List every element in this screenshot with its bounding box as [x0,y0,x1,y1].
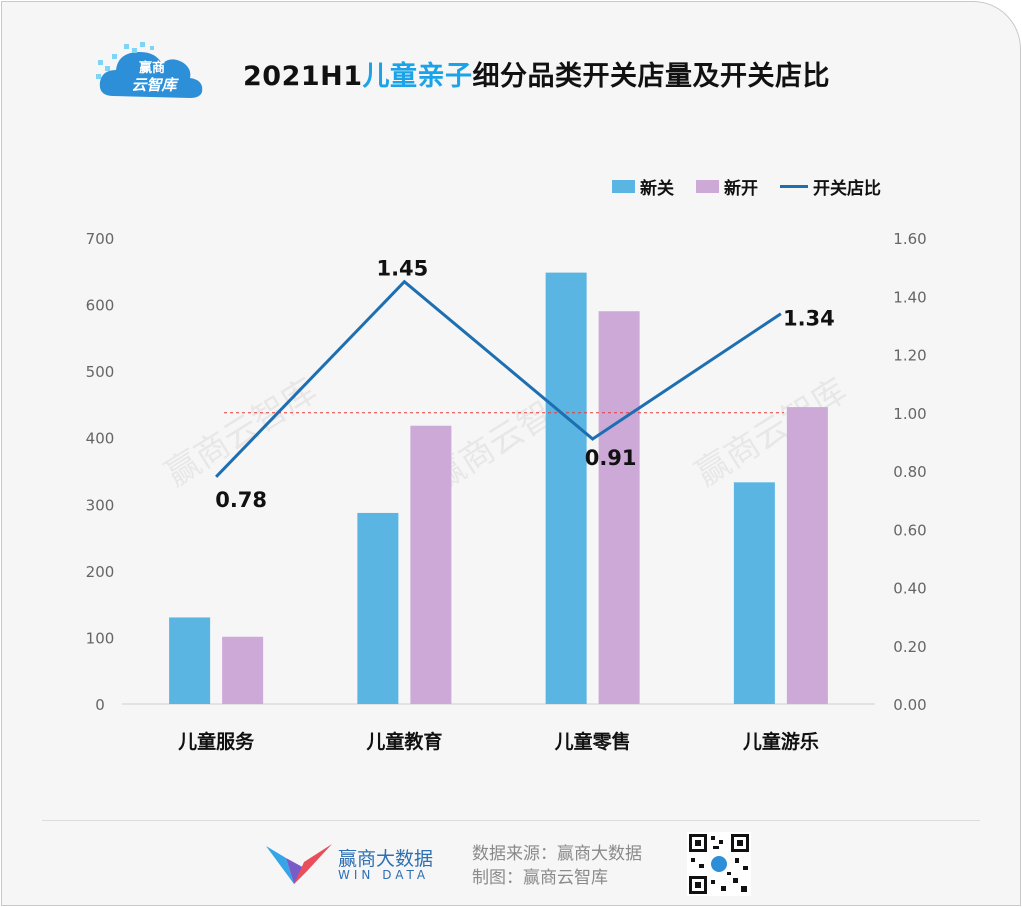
source-block: 数据来源：赢商大数据 制图：赢商云智库 [472,842,642,890]
legend-item-ratio: 开关店比 [780,174,881,199]
legend-item-opened: 新开 [696,174,758,199]
legend-item-closed: 新关 [612,174,674,199]
left-tick-label: 600 [86,297,115,315]
legend-label-closed: 新关 [640,179,674,199]
footer-divider [42,820,980,821]
ratio-line [215,279,782,478]
legend-label-ratio: 开关店比 [813,179,881,199]
legend-swatch-closed [612,180,635,193]
left-tick-label: 0 [95,696,105,714]
legend-swatch-ratio [780,185,808,188]
ratio-data-label-1: 1.45 [376,257,428,281]
bar-opened-1 [410,425,452,704]
bar-closed-1 [357,512,399,704]
ratio-data-label-2: 0.91 [585,446,637,470]
category-label-1: 儿童教育 [365,730,442,753]
right-tick-label: 1.60 [893,230,926,248]
logo-line1: 赢商 [139,60,165,76]
bar-opened-3 [786,407,828,704]
brand-logo-icon [266,844,332,884]
chart-title: 2021H1儿童亲子细分品类开关店量及开关店比 [243,54,830,93]
right-tick-label: 1.00 [893,405,926,423]
title-suffix: 细分品类开关店量及开关店比 [472,61,831,92]
logo-line2: 云智库 [131,76,179,94]
made-by-text: 制图：赢商云智库 [472,868,608,888]
right-tick-label: 0.40 [893,580,926,598]
source-text: 数据来源：赢商大数据 [472,844,642,864]
left-tick-label: 400 [86,430,115,448]
bar-closed-0 [169,617,211,704]
right-tick-label: 0.00 [893,696,926,714]
legend-swatch-opened [696,180,719,193]
title-highlight: 儿童亲子 [362,61,473,92]
bar-opened-2 [598,311,640,704]
bar-opened-0 [222,636,264,704]
right-tick-label: 0.60 [893,521,926,539]
right-tick-label: 0.80 [893,463,926,481]
left-tick-label: 500 [86,363,115,381]
left-tick-label: 100 [86,629,115,647]
right-tick-label: 1.40 [893,288,926,306]
left-tick-label: 700 [86,230,115,248]
title-prefix: 2021H1 [243,61,363,92]
right-tick-label: 0.20 [893,638,926,656]
left-tick-label: 200 [86,563,115,581]
brand-name: 赢商大数据 [338,848,434,870]
chart-canvas: 赢商云智库 赢商云智库 赢商云智库01002003004005006007000.0… [86,230,927,753]
legend: 新关 新开 开关店比 [612,174,903,199]
bar-closed-3 [733,482,775,704]
category-label-3: 儿童游乐 [742,730,819,753]
watermark-2: 赢商云智库 [688,371,853,495]
ratio-data-label-0: 0.78 [215,488,267,512]
category-label-2: 儿童零售 [554,730,631,753]
left-tick-label: 300 [86,496,115,514]
category-label-0: 儿童服务 [177,730,255,753]
brand-sub: WIN DATA [338,868,430,882]
ratio-data-label-3: 1.34 [783,307,835,331]
legend-label-opened: 新开 [724,179,758,199]
logo-icon: 赢商 云智库 [96,42,203,98]
right-tick-label: 1.20 [893,347,926,365]
bar-closed-2 [545,272,587,704]
qr-center-dot [711,856,727,872]
qr-code-icon [687,832,751,896]
